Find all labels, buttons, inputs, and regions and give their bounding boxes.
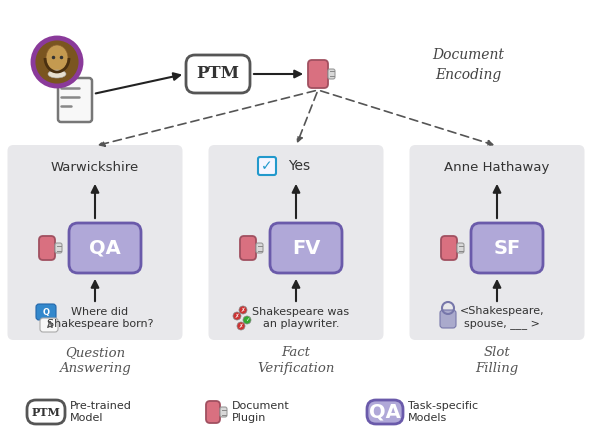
FancyBboxPatch shape <box>39 236 55 260</box>
Ellipse shape <box>46 45 68 71</box>
FancyBboxPatch shape <box>441 236 457 260</box>
FancyBboxPatch shape <box>440 310 456 328</box>
Text: Pre-trained
Model: Pre-trained Model <box>70 401 132 423</box>
Circle shape <box>243 316 251 324</box>
FancyBboxPatch shape <box>367 400 403 424</box>
Text: ✓: ✓ <box>261 159 273 173</box>
Text: ✗: ✗ <box>241 308 245 313</box>
FancyBboxPatch shape <box>256 243 263 253</box>
FancyBboxPatch shape <box>58 78 92 122</box>
Text: Yes: Yes <box>288 159 310 173</box>
Circle shape <box>233 312 241 320</box>
Text: A: A <box>47 321 53 329</box>
FancyBboxPatch shape <box>206 401 220 423</box>
Circle shape <box>33 38 81 86</box>
Ellipse shape <box>48 70 66 78</box>
FancyBboxPatch shape <box>69 223 141 273</box>
Text: Anne Hathaway: Anne Hathaway <box>445 160 550 174</box>
FancyBboxPatch shape <box>258 157 276 175</box>
FancyBboxPatch shape <box>40 318 58 332</box>
FancyBboxPatch shape <box>27 400 65 424</box>
FancyBboxPatch shape <box>36 304 56 320</box>
Text: <Shakespeare,
spouse, ___ >: <Shakespeare, spouse, ___ > <box>459 306 544 330</box>
Text: ✗: ✗ <box>234 313 239 318</box>
FancyBboxPatch shape <box>55 243 62 253</box>
Text: Fact
Verification: Fact Verification <box>258 346 334 375</box>
Text: Task-specific
Models: Task-specific Models <box>408 401 478 423</box>
Text: SF: SF <box>493 238 520 258</box>
Text: Document
Encoding: Document Encoding <box>432 48 504 82</box>
Text: ✗: ✗ <box>239 324 243 329</box>
FancyBboxPatch shape <box>410 145 584 340</box>
Text: PTM: PTM <box>197 66 240 83</box>
FancyBboxPatch shape <box>220 407 227 417</box>
FancyBboxPatch shape <box>270 223 342 273</box>
Text: QA: QA <box>369 403 401 421</box>
FancyBboxPatch shape <box>308 60 328 88</box>
Text: Slot
Filling: Slot Filling <box>475 346 519 375</box>
FancyBboxPatch shape <box>240 236 256 260</box>
FancyBboxPatch shape <box>186 55 250 93</box>
Text: PTM: PTM <box>31 407 60 417</box>
FancyBboxPatch shape <box>471 223 543 273</box>
FancyBboxPatch shape <box>8 145 182 340</box>
Text: ✓: ✓ <box>244 317 249 322</box>
Text: Where did
Shakespeare born?: Where did Shakespeare born? <box>47 307 153 329</box>
FancyBboxPatch shape <box>457 243 464 253</box>
FancyBboxPatch shape <box>208 145 384 340</box>
Text: Shakespeare was
an playwriter.: Shakespeare was an playwriter. <box>252 307 349 329</box>
Circle shape <box>239 306 247 314</box>
Text: QA: QA <box>89 238 121 258</box>
FancyBboxPatch shape <box>328 69 335 79</box>
Text: Question
Answering: Question Answering <box>59 346 131 375</box>
Text: Warwickshire: Warwickshire <box>51 160 139 174</box>
Circle shape <box>237 322 245 330</box>
Text: FV: FV <box>292 238 320 258</box>
Text: Document
Plugin: Document Plugin <box>232 401 289 423</box>
Text: Q: Q <box>43 308 50 317</box>
